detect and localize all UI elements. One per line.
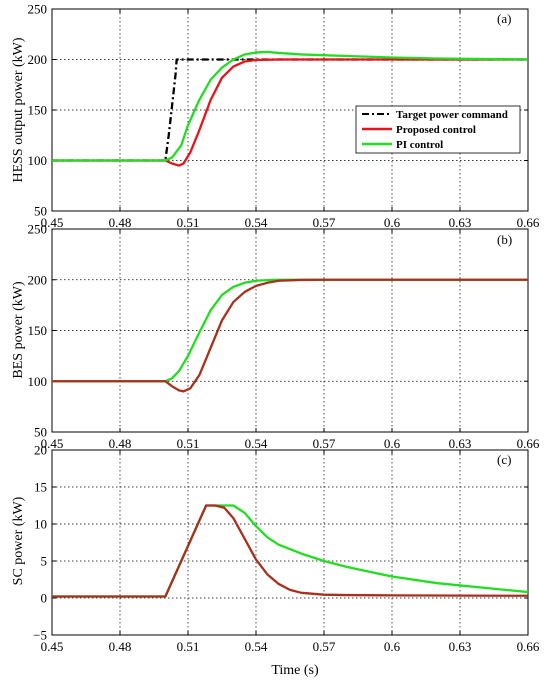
panel-c-tag: (c) (497, 452, 511, 467)
x-tick-label: 0.6 (384, 436, 401, 451)
y-tick-label: 150 (28, 323, 48, 338)
series-line-target (52, 58, 528, 162)
series-line-bes_proposed (52, 278, 528, 393)
y-tick-label: 250 (28, 2, 48, 17)
legend-label-pi: PI control (396, 139, 443, 151)
x-tick-label: 0.63 (449, 436, 472, 451)
panel-b-series (52, 278, 528, 393)
x-tick-label: 0.6 (384, 639, 401, 654)
y-tick-label: 50 (34, 425, 47, 440)
series-line-sc_proposed (52, 504, 529, 598)
legend: Target power command Proposed control PI… (355, 105, 521, 154)
x-tick-label: 0.48 (109, 639, 132, 654)
panel-c-axes: 0.45 0.48 0.51 0.54 0.57 0.6 0.63 0.66 −5 0 5 10 15 2… (33, 443, 540, 655)
x-tick-label: 0.66 (517, 639, 540, 654)
panel-a-series (52, 50, 529, 167)
x-tick-label: 0.57 (313, 436, 336, 451)
x-tick-label: 0.54 (245, 436, 268, 451)
x-tick-label: 0.51 (177, 436, 200, 451)
y-tick-label: 10 (34, 517, 47, 532)
x-tick-label: 0.45 (41, 639, 64, 654)
panel-c-ylabel: SC power (kW) (11, 496, 26, 585)
panel-b-axes: 0.45 0.48 0.51 0.54 0.57 0.6 0.63 0.66 50 100 150 2… (28, 222, 540, 452)
panel-b-ylabel: BES power (kW) (11, 281, 26, 379)
y-tick-label: 15 (34, 480, 47, 495)
panel-b: 0.45 0.48 0.51 0.54 0.57 0.6 0.63 0.66 50 100 150 2… (11, 222, 540, 452)
y-tick-label: 200 (28, 272, 48, 287)
y-tick-label: −5 (33, 628, 47, 643)
series-line-pi (52, 50, 529, 162)
y-tick-label: 100 (28, 374, 48, 389)
y-tick-label: 150 (28, 103, 48, 118)
x-tick-label: 0.63 (449, 639, 472, 654)
x-tick-label: 0.48 (109, 215, 132, 230)
x-tick-label: 0.54 (245, 215, 268, 230)
x-tick-label: 0.6 (384, 215, 401, 230)
x-tick-label: 0.54 (245, 639, 268, 654)
x-axis-label: Time (s) (271, 663, 319, 678)
x-tick-label: 0.45 (41, 436, 64, 451)
x-tick-label: 0.63 (449, 215, 472, 230)
y-tick-label: 0 (41, 591, 48, 606)
legend-label-target: Target power command (396, 109, 508, 121)
series-line-proposed (52, 58, 528, 167)
x-tick-label: 0.51 (177, 639, 200, 654)
x-tick-label: 0.45 (41, 215, 64, 230)
panel-c-series (52, 504, 529, 598)
panel-a: 0.45 0.48 0.51 0.54 0.57 0.6 0.63 0.66 50 100 150 2… (11, 2, 540, 231)
y-tick-label: 250 (28, 222, 48, 237)
x-tick-label: 0.66 (517, 215, 540, 230)
y-tick-label: 100 (28, 153, 48, 168)
x-tick-label: 0.57 (313, 215, 336, 230)
panel-a-ylabel: HESS output power (kW) (11, 37, 26, 182)
legend-label-proposed: Proposed control (396, 124, 476, 136)
y-tick-label: 200 (28, 52, 48, 67)
x-tick-label: 0.51 (177, 215, 200, 230)
y-tick-label: 5 (41, 554, 48, 569)
panel-a-tag: (a) (497, 11, 511, 26)
y-tick-label: 50 (34, 204, 47, 219)
panel-c-frame (51, 449, 529, 636)
x-tick-label: 0.66 (517, 436, 540, 451)
panel-c: 0.45 0.48 0.51 0.54 0.57 0.6 0.63 0.66 −5 0 5 10 15 2… (11, 443, 540, 679)
y-tick-label: 20 (34, 443, 47, 458)
x-tick-label: 0.57 (313, 639, 336, 654)
x-tick-label: 0.48 (109, 436, 132, 451)
panel-a-axes: 0.45 0.48 0.51 0.54 0.57 0.6 0.63 0.66 50 100 150 2… (28, 2, 540, 231)
panel-b-tag: (b) (497, 232, 512, 247)
